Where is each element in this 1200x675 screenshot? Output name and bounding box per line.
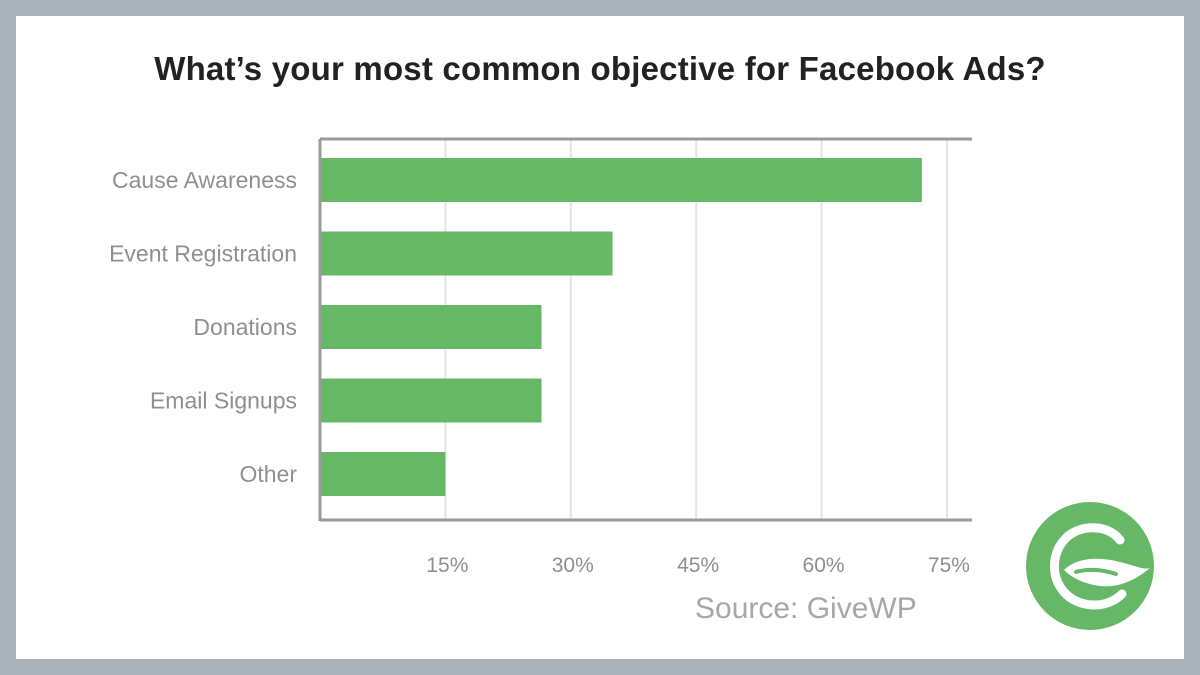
chart-title: What’s your most common objective for Fa… <box>154 50 1046 87</box>
x-tick-label: 30% <box>552 554 594 577</box>
bar <box>320 452 446 496</box>
category-label: Donations <box>193 314 297 340</box>
givewp-logo-icon <box>1026 502 1154 630</box>
bar <box>320 231 613 276</box>
bar <box>320 158 922 202</box>
x-tick-label: 45% <box>677 554 719 577</box>
category-label: Event Registration <box>109 241 297 267</box>
bar <box>320 305 542 349</box>
bar <box>320 378 542 423</box>
x-tick-label: 75% <box>928 554 970 577</box>
source-credit: Source: GiveWP <box>695 592 917 625</box>
x-tick-label: 15% <box>426 554 468 577</box>
category-label: Other <box>239 461 297 487</box>
category-label: Cause Awareness <box>112 167 297 193</box>
chart-card <box>16 16 1184 659</box>
category-label: Email Signups <box>150 388 297 414</box>
x-tick-label: 60% <box>803 554 845 577</box>
